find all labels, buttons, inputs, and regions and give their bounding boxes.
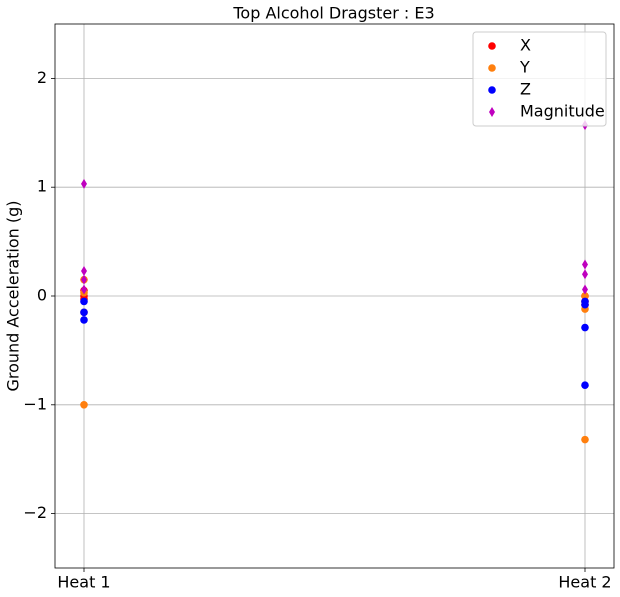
legend-label: Z: [520, 80, 531, 99]
marker: [581, 381, 589, 390]
x-tick-label: Heat 2: [558, 573, 611, 592]
marker: [80, 308, 88, 317]
marker: [80, 401, 88, 409]
y-tick-label: −2: [23, 503, 47, 522]
marker: [581, 435, 589, 444]
marker: [581, 300, 589, 309]
legend-label: Y: [519, 58, 530, 77]
marker: [582, 269, 588, 280]
marker: [582, 284, 588, 295]
plot-frame: [54, 23, 615, 569]
y-tick-label: 1: [37, 177, 47, 196]
marker: [80, 316, 88, 324]
y-tick-label: 0: [37, 286, 47, 305]
marker: [81, 284, 87, 295]
y-tick-label: 2: [37, 68, 47, 87]
chart-title: Top Alcohol Dragster : E3: [232, 4, 434, 23]
marker: [81, 274, 87, 285]
x-tick-label: Heat 1: [57, 573, 110, 592]
marker: [581, 323, 589, 332]
legend-label: Magnitude: [520, 102, 605, 121]
marker: [80, 297, 88, 306]
legend-marker: [489, 107, 495, 117]
marker: [81, 178, 87, 189]
marker: [582, 259, 588, 270]
y-axis-label: Ground Acceleration (g): [4, 200, 23, 391]
marker: [581, 292, 589, 300]
legend-label: X: [520, 36, 531, 55]
marker: [81, 265, 87, 276]
legend-marker: [488, 86, 496, 94]
legend-marker: [488, 42, 496, 50]
legend-marker: [488, 64, 496, 72]
y-tick-label: −1: [23, 394, 47, 413]
legend-frame: [472, 31, 607, 127]
